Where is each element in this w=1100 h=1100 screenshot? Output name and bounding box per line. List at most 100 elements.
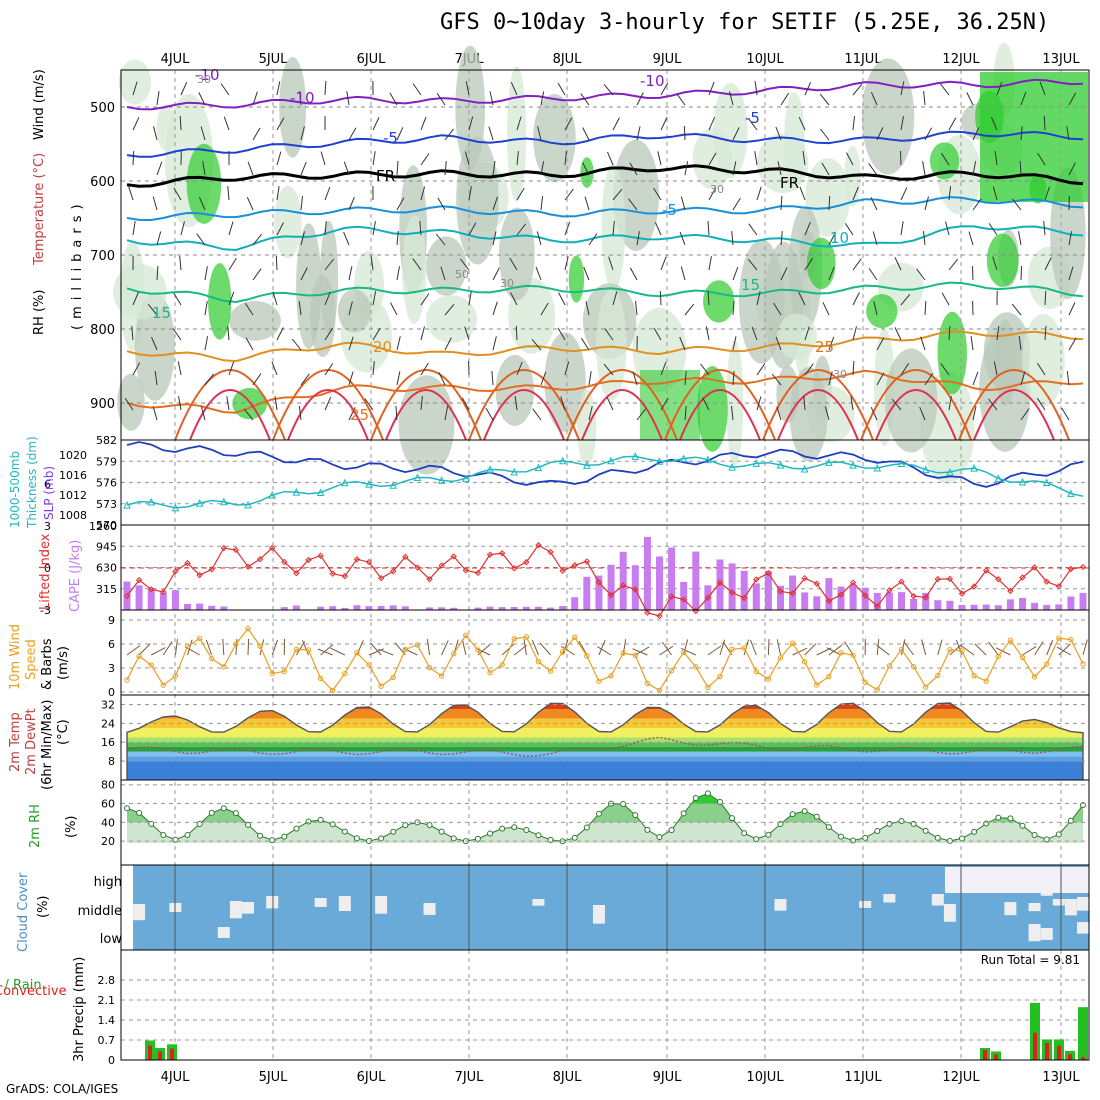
wind-barb (523, 639, 527, 656)
upper-wind-barb (535, 266, 542, 281)
isotherm-25 (860, 369, 972, 441)
cape-bar (982, 604, 990, 610)
upper-wind-barb (346, 91, 350, 106)
thickness-label-2: Thickness (dm) (25, 436, 39, 528)
upper-wind-barb (852, 360, 855, 376)
lifted-index-point (450, 553, 457, 560)
upper-wind-barb (924, 196, 929, 211)
upper-wind-barb (510, 81, 518, 96)
cape-bar (837, 586, 845, 610)
upper-wind-barb (204, 301, 208, 316)
upper-wind-barb (177, 361, 182, 376)
temp-tick: 24 (101, 717, 115, 730)
upper-wind-barb (180, 81, 188, 96)
wind-speed-line (126, 627, 1084, 692)
lifted-index-point (595, 579, 603, 586)
run-total-label: Run Total = 9.81 (981, 953, 1080, 967)
upper-wind-barb (684, 303, 695, 316)
upper-wind-barb (151, 336, 158, 351)
isotherm-25 (126, 369, 1084, 414)
cape-bar (1067, 596, 1075, 610)
cape-bar (849, 584, 857, 610)
rh2m-units-label: (%) (64, 815, 79, 839)
wind-speed-point (1043, 661, 1050, 667)
rh-moist-shade (866, 293, 898, 329)
upper-wind-barb (1020, 408, 1030, 421)
isotherm-25 (664, 369, 776, 441)
cloud-units-label: (%) (36, 895, 51, 919)
upper-wind-barb (948, 396, 952, 411)
lifted-index-point (281, 558, 288, 566)
rh-point (499, 825, 506, 832)
upper-wind-barb (557, 327, 566, 341)
upper-wind-barb (132, 117, 140, 131)
upper-wind-barb (732, 300, 735, 316)
cape-bar (377, 606, 385, 610)
wind-speed-point (777, 655, 784, 661)
wind-tick: 0 (108, 686, 115, 699)
cloud-middle-patch (592, 905, 605, 924)
precip-conv-bar (1068, 1054, 1072, 1060)
cape-bar (728, 563, 736, 610)
upper-wind-barb (252, 127, 261, 141)
dewpt-label: 2m DewPt (24, 708, 39, 775)
upper-wind-barb (948, 117, 957, 131)
upper-wind-barb (775, 336, 782, 351)
wind-speed-point (438, 673, 445, 679)
upper-wind-barb (1036, 398, 1046, 411)
wind-barb (150, 647, 166, 656)
cape-bar (498, 607, 506, 610)
wind-speed-point (523, 634, 530, 640)
lifted-index-point (934, 575, 941, 583)
cape-bar (740, 570, 748, 610)
thickness-point (679, 454, 688, 463)
bottom-day-label: 9JUL (653, 1070, 683, 1085)
wind-barb (562, 639, 569, 656)
cape-tick: 1260 (89, 520, 117, 533)
cape-bar (885, 592, 893, 610)
upper-wind-barb (636, 231, 640, 246)
upper-wind-barb (1011, 303, 1022, 316)
upper-wind-barb (924, 300, 927, 316)
wind-barb (317, 648, 333, 656)
upper-wind-barb (1068, 92, 1077, 106)
lifted-index-point (523, 559, 530, 566)
rh-shade (398, 375, 455, 475)
rh-point (668, 827, 675, 834)
rh-point (523, 826, 530, 833)
upper-wind-barb (348, 266, 353, 281)
upper-wind-barb (1068, 266, 1074, 281)
upper-wind-barb (900, 293, 911, 306)
upper-wind-barb (804, 326, 810, 341)
upper-wind-barb (228, 361, 235, 376)
upper-wind-barb (300, 196, 303, 211)
upper-wind-barb (654, 221, 662, 236)
upper-wind-barb (683, 125, 686, 141)
upper-wind-barb (390, 302, 398, 316)
wind-speed-point (184, 643, 191, 650)
upper-wind-barb (732, 370, 735, 386)
upper-wind-barb (372, 151, 376, 166)
cape-bar (534, 606, 542, 610)
rh-point (160, 831, 167, 838)
upper-wind-barb (635, 301, 638, 316)
wind-speed-point (1007, 637, 1014, 643)
cape-bar (873, 592, 881, 610)
wind-speed-point (390, 674, 396, 681)
upper-wind-barb (324, 396, 332, 411)
cape-bar (1006, 599, 1014, 610)
cape-bar (365, 606, 373, 610)
wind-speed-point (620, 650, 626, 656)
upper-wind-barb (537, 126, 542, 141)
upper-wind-barb (679, 336, 686, 351)
thickness-point (123, 501, 131, 509)
upper-wind-barb (756, 363, 766, 376)
upper-wind-barb (348, 196, 355, 211)
lifted-index-point (353, 556, 361, 563)
cape-bar (668, 547, 676, 610)
upper-wind-barb (1068, 302, 1076, 316)
upper-wind-barb (558, 292, 566, 306)
wind-speed-point (160, 682, 167, 688)
upper-wind-barb (585, 301, 590, 316)
rh-shade (498, 207, 535, 301)
